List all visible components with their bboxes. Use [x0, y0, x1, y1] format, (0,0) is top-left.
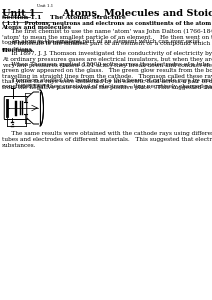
Text: Thomson studied the bending of a thin beam of cathode rays by magnetic and elect: Thomson studied the bending of a thin be…: [1, 78, 212, 89]
Text: The same results were obtained with the cathode rays using different gases in th: The same results were obtained with the …: [1, 131, 212, 148]
Text: Electrons: Electrons: [1, 47, 33, 52]
Polygon shape: [27, 92, 40, 124]
Polygon shape: [40, 90, 43, 126]
Text: Unit 1        Atoms, Molecules and Stoichiometry: Unit 1 Atoms, Molecules and Stoichiometr…: [1, 9, 212, 18]
Text: ( 1.1)   Protons, neutrons and electrons as constituents of the atom: ( 1.1) Protons, neutrons and electrons a…: [1, 20, 211, 26]
Text: A molecule is the smallest part of an element or a compound which can exist alon: A molecule is the smallest part of an el…: [1, 41, 212, 52]
Text: To vacuum pump: To vacuum pump: [15, 83, 49, 87]
Text: Section 1.1    The Atomic Structure: Section 1.1 The Atomic Structure: [1, 15, 126, 20]
FancyBboxPatch shape: [4, 97, 28, 119]
Text: Unit 1.1: Unit 1.1: [37, 4, 53, 8]
Text: Atoms and molecules: Atoms and molecules: [1, 25, 71, 30]
Text: In 1897, J. J. Thomson investigated the conductivity of electricity by gases at : In 1897, J. J. Thomson investigated the …: [1, 51, 212, 68]
Text: An atom is the smallest part of an element which can ever exist.: An atom is the smallest part of an eleme…: [1, 38, 201, 43]
Text: When Thomson applied 15000 volts across the electrodes of a tube containing a tr: When Thomson applied 15000 volts across …: [1, 62, 212, 90]
Text: The first chemist to use the name 'atom' was John Dalton (1766-1844).   Dalton u: The first chemist to use the name 'atom'…: [1, 28, 212, 45]
